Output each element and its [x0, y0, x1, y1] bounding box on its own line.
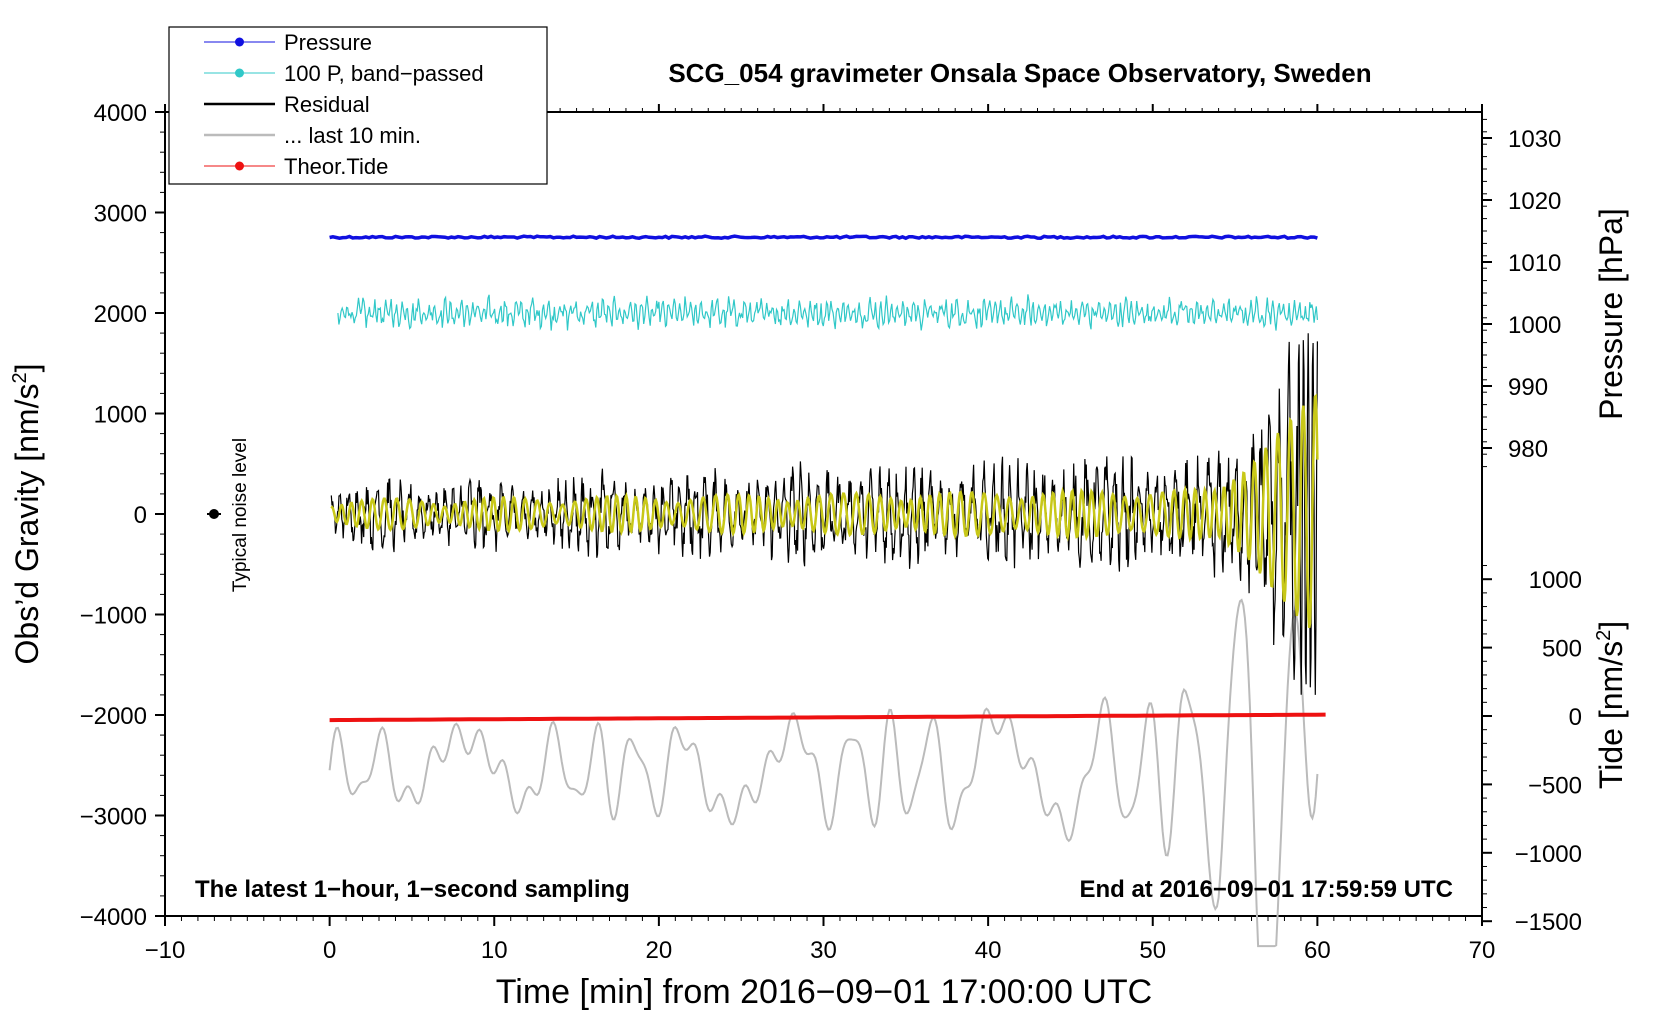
x-tick-label: 0	[323, 937, 336, 964]
y-tick-label-left: −4000	[80, 904, 147, 931]
y-axis-label-tide-close: ]	[1593, 621, 1629, 630]
legend-label: Theor.Tide	[284, 154, 388, 179]
annotation-sampling: The latest 1−hour, 1−second sampling	[195, 876, 630, 903]
legend-marker	[235, 68, 244, 78]
series-residual-filtered-line	[330, 393, 1319, 629]
pressure-tick-label: 990	[1508, 374, 1548, 401]
axis-ticks: −10 0 10 20 30 40 50 60 7040003000200010000−1000…	[80, 100, 1582, 964]
y-axis-label-pressure: Pressure [hPa]	[1593, 208, 1629, 420]
x-tick-label: 70	[1469, 937, 1496, 964]
y-tick-label-left: 1000	[94, 402, 147, 429]
series-residual-line	[330, 333, 1318, 695]
y-axis-label-tide: Tide [nm/s2]	[1593, 621, 1629, 789]
y-axis-label-left-sup: 2	[9, 372, 31, 383]
legend-label: Pressure	[284, 30, 372, 55]
legend-label: 100 P, band−passed	[284, 61, 484, 86]
y-tick-label-left: 2000	[94, 301, 147, 328]
x-tick-label: 10	[481, 937, 508, 964]
y-axis-label-left: Obs’d Gravity [nm/s2]	[9, 364, 45, 665]
y-tick-label-left: −1000	[80, 603, 147, 630]
y-tick-label-left: 4000	[94, 100, 147, 127]
x-tick-label: 30	[810, 937, 837, 964]
tide-tick-label: −1000	[1515, 841, 1582, 868]
plot-frame	[164, 111, 1483, 917]
x-tick-label: −10	[145, 937, 186, 964]
legend-marker	[235, 37, 244, 47]
annotation-end-time: End at 2016−09−01 17:59:59 UTC	[1079, 876, 1453, 903]
series-theoretical-tide-line	[329, 712, 1326, 723]
tide-tick-label: −1500	[1515, 909, 1582, 936]
series-last-10-min-line	[328, 598, 1319, 948]
legend-box	[168, 26, 548, 185]
y-tick-label-left: −2000	[80, 703, 147, 730]
x-tick-label: 20	[646, 937, 673, 964]
series-layer	[328, 234, 1326, 948]
pressure-tick-label: 1000	[1508, 312, 1561, 339]
y-tick-label-left: 0	[134, 502, 147, 529]
legend-label: Residual	[284, 92, 370, 117]
x-tick-label: 40	[975, 937, 1002, 964]
x-tick-label: 60	[1304, 937, 1331, 964]
y-axis-label-left-text: Obs’d Gravity [nm/s	[9, 384, 45, 665]
series-bandpassed-pressure-line	[337, 294, 1318, 331]
pressure-tick-label: 1010	[1508, 250, 1561, 277]
legend-marker	[235, 161, 244, 171]
chart-title: SCG_054 gravimeter Onsala Space Observat…	[668, 58, 1371, 88]
y-axis-label-tide-sup: 2	[1593, 630, 1615, 641]
pressure-tick-label: 1020	[1508, 188, 1561, 215]
pressure-tick-label: 980	[1508, 436, 1548, 463]
legend: Pressure 100 P, band−passed Residual ... la…	[168, 26, 548, 185]
tide-tick-label: 1000	[1529, 567, 1582, 594]
legend-label: ... last 10 min.	[284, 123, 421, 148]
tide-tick-label: −500	[1528, 772, 1582, 799]
x-tick-label: 50	[1139, 937, 1166, 964]
tide-tick-label: 500	[1542, 636, 1582, 663]
tide-tick-label: 0	[1569, 704, 1582, 731]
annotation-noise-level: Typical noise level	[230, 438, 251, 592]
y-axis-label-tide-text: Tide [nm/s	[1593, 641, 1629, 789]
y-tick-label-left: −3000	[80, 804, 147, 831]
x-axis-label: Time [min] from 2016−09−01 17:00:00 UTC	[496, 973, 1152, 1011]
pressure-tick-label: 1030	[1508, 126, 1561, 153]
y-tick-label-left: 3000	[94, 201, 147, 228]
y-axis-label-left-close: ]	[9, 364, 45, 373]
series-pressure-line	[329, 234, 1318, 241]
